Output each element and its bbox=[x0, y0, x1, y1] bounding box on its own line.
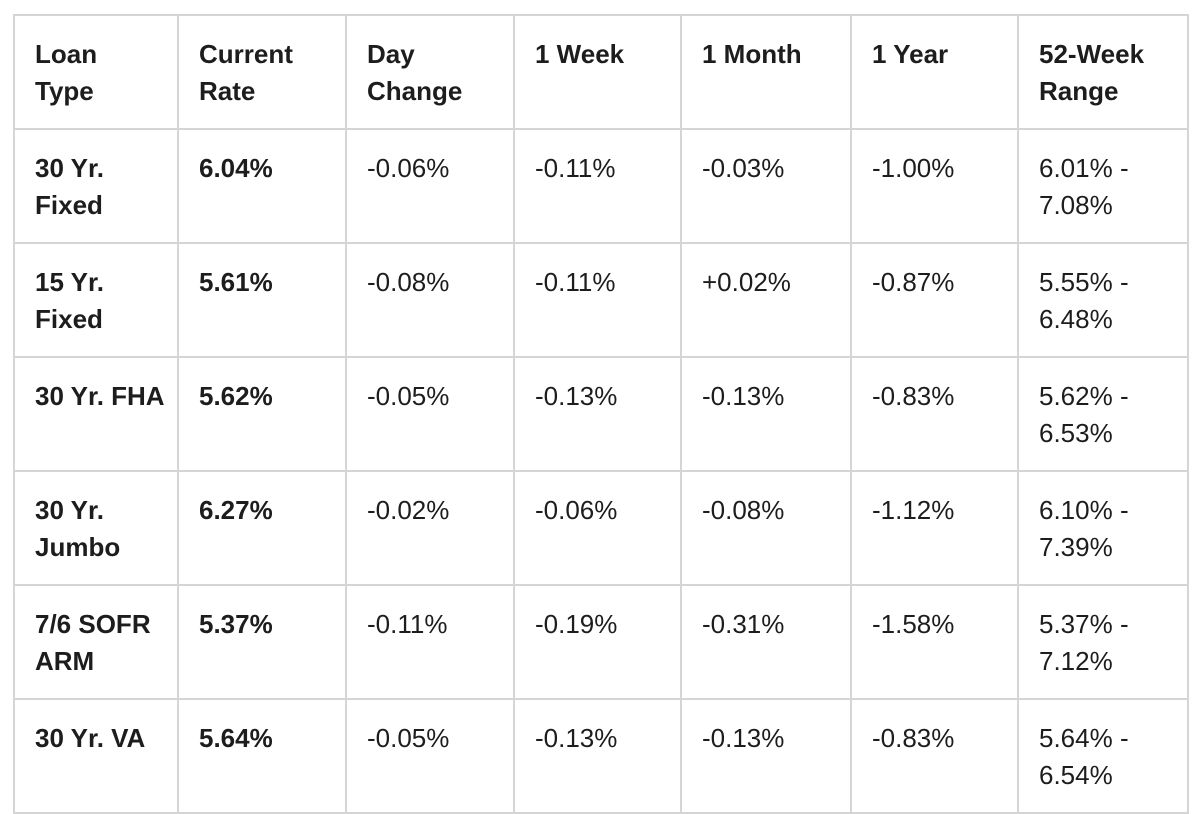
table-row: 30 Yr. FHA 5.62% -0.05% -0.13% -0.13% -0… bbox=[13, 356, 1189, 472]
column-header-1-year: 1 Year bbox=[850, 14, 1019, 130]
loan-type-cell: 30 Yr. Jumbo bbox=[13, 470, 179, 586]
column-header-52-week-range: 52-Week Range bbox=[1017, 14, 1189, 130]
loan-type-cell: 15 Yr. Fixed bbox=[13, 242, 179, 358]
table-row: 30 Yr. Fixed 6.04% -0.06% -0.11% -0.03% … bbox=[13, 128, 1189, 244]
range-cell: 6.01% - 7.08% bbox=[1017, 128, 1189, 244]
day-change-cell: -0.05% bbox=[345, 698, 515, 814]
week-change-cell: -0.11% bbox=[513, 128, 682, 244]
table-row: 30 Yr. VA 5.64% -0.05% -0.13% -0.13% -0.… bbox=[13, 698, 1189, 814]
range-cell: 5.62% - 6.53% bbox=[1017, 356, 1189, 472]
column-header-1-week: 1 Week bbox=[513, 14, 682, 130]
loan-type-cell: 7/6 SOFR ARM bbox=[13, 584, 179, 700]
column-header-current-rate: Current Rate bbox=[177, 14, 347, 130]
year-change-cell: -1.58% bbox=[850, 584, 1019, 700]
loan-type-cell: 30 Yr. Fixed bbox=[13, 128, 179, 244]
month-change-cell: -0.13% bbox=[680, 698, 852, 814]
year-change-cell: -0.83% bbox=[850, 356, 1019, 472]
table-row: 15 Yr. Fixed 5.61% -0.08% -0.11% +0.02% … bbox=[13, 242, 1189, 358]
week-change-cell: -0.13% bbox=[513, 356, 682, 472]
header-row: Loan Type Current Rate Day Change 1 Week… bbox=[13, 14, 1189, 130]
current-rate-cell: 5.37% bbox=[177, 584, 347, 700]
loan-type-cell: 30 Yr. VA bbox=[13, 698, 179, 814]
week-change-cell: -0.13% bbox=[513, 698, 682, 814]
week-change-cell: -0.06% bbox=[513, 470, 682, 586]
month-change-cell: -0.08% bbox=[680, 470, 852, 586]
year-change-cell: -0.87% bbox=[850, 242, 1019, 358]
day-change-cell: -0.05% bbox=[345, 356, 515, 472]
year-change-cell: -1.12% bbox=[850, 470, 1019, 586]
column-header-1-month: 1 Month bbox=[680, 14, 852, 130]
range-cell: 6.10% - 7.39% bbox=[1017, 470, 1189, 586]
table-row: 7/6 SOFR ARM 5.37% -0.11% -0.19% -0.31% … bbox=[13, 584, 1189, 700]
column-header-day-change: Day Change bbox=[345, 14, 515, 130]
month-change-cell: -0.03% bbox=[680, 128, 852, 244]
mortgage-rates-table: Loan Type Current Rate Day Change 1 Week… bbox=[13, 14, 1189, 814]
current-rate-cell: 5.62% bbox=[177, 356, 347, 472]
day-change-cell: -0.02% bbox=[345, 470, 515, 586]
day-change-cell: -0.06% bbox=[345, 128, 515, 244]
current-rate-cell: 6.27% bbox=[177, 470, 347, 586]
year-change-cell: -0.83% bbox=[850, 698, 1019, 814]
range-cell: 5.55% - 6.48% bbox=[1017, 242, 1189, 358]
current-rate-cell: 5.61% bbox=[177, 242, 347, 358]
year-change-cell: -1.00% bbox=[850, 128, 1019, 244]
range-cell: 5.64% - 6.54% bbox=[1017, 698, 1189, 814]
current-rate-cell: 6.04% bbox=[177, 128, 347, 244]
day-change-cell: -0.11% bbox=[345, 584, 515, 700]
mortgage-rates-table-container: Loan Type Current Rate Day Change 1 Week… bbox=[13, 14, 1189, 814]
current-rate-cell: 5.64% bbox=[177, 698, 347, 814]
column-header-loan-type: Loan Type bbox=[13, 14, 179, 130]
month-change-cell: -0.13% bbox=[680, 356, 852, 472]
day-change-cell: -0.08% bbox=[345, 242, 515, 358]
loan-type-cell: 30 Yr. FHA bbox=[13, 356, 179, 472]
month-change-cell: -0.31% bbox=[680, 584, 852, 700]
table-row: 30 Yr. Jumbo 6.27% -0.02% -0.06% -0.08% … bbox=[13, 470, 1189, 586]
range-cell: 5.37% - 7.12% bbox=[1017, 584, 1189, 700]
week-change-cell: -0.19% bbox=[513, 584, 682, 700]
week-change-cell: -0.11% bbox=[513, 242, 682, 358]
month-change-cell: +0.02% bbox=[680, 242, 852, 358]
